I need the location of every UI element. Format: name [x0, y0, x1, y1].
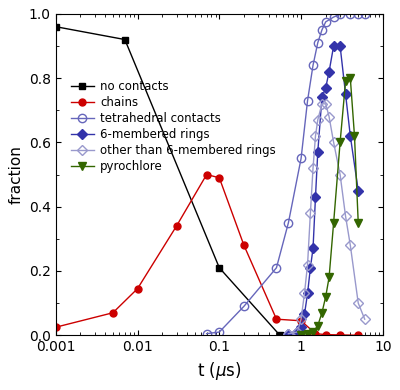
pyrochlore [338, 140, 342, 145]
other than 6-membered rings [311, 166, 316, 170]
Line: chains: chains [52, 171, 362, 339]
tetrahedral contacts [323, 20, 328, 24]
no contacts [278, 333, 282, 338]
other than 6-membered rings [305, 262, 310, 267]
other than 6-membered rings [299, 317, 304, 321]
other than 6-membered rings [313, 134, 318, 138]
chains [338, 333, 342, 337]
chains [274, 317, 279, 321]
6-membered rings [338, 44, 342, 48]
chains [204, 172, 209, 177]
chains [174, 223, 179, 228]
6-membered rings [320, 95, 324, 100]
pyrochlore [323, 294, 328, 299]
pyrochlore [343, 79, 348, 84]
other than 6-membered rings [315, 117, 320, 122]
Line: other than 6-membered rings: other than 6-membered rings [285, 100, 368, 337]
Line: no contacts: no contacts [52, 23, 283, 339]
pyrochlore [320, 310, 324, 315]
pyrochlore [331, 220, 336, 225]
other than 6-membered rings [343, 214, 348, 219]
tetrahedral contacts [299, 156, 304, 161]
tetrahedral contacts [362, 11, 367, 16]
pyrochlore [299, 332, 304, 337]
6-membered rings [305, 291, 310, 296]
no contacts [122, 37, 127, 42]
6-membered rings [302, 312, 307, 317]
6-membered rings [323, 85, 328, 90]
no contacts [53, 24, 58, 29]
chains [299, 319, 304, 323]
6-membered rings [315, 150, 320, 154]
Line: pyrochlore: pyrochlore [297, 74, 362, 339]
other than 6-membered rings [295, 330, 300, 334]
other than 6-membered rings [323, 101, 328, 106]
other than 6-membered rings [286, 331, 291, 336]
6-membered rings [311, 246, 316, 251]
other than 6-membered rings [362, 317, 367, 321]
6-membered rings [295, 330, 300, 334]
pyrochlore [356, 220, 361, 225]
6-membered rings [348, 134, 353, 138]
Line: tetrahedral contacts: tetrahedral contacts [202, 10, 369, 338]
tetrahedral contacts [305, 98, 310, 103]
chains [53, 325, 58, 330]
pyrochlore [311, 330, 316, 334]
tetrahedral contacts [204, 331, 209, 336]
chains [135, 286, 140, 291]
Legend: no contacts, chains, tetrahedral contacts, 6-membered rings, other than 6-member: no contacts, chains, tetrahedral contact… [68, 78, 278, 175]
chains [110, 310, 115, 315]
tetrahedral contacts [348, 11, 353, 16]
pyrochlore [315, 323, 320, 328]
tetrahedral contacts [356, 11, 361, 16]
other than 6-membered rings [320, 101, 324, 106]
other than 6-membered rings [356, 301, 361, 305]
tetrahedral contacts [311, 63, 316, 67]
tetrahedral contacts [286, 220, 291, 225]
pyrochlore [305, 331, 310, 336]
chains [323, 332, 328, 337]
6-membered rings [331, 44, 336, 48]
tetrahedral contacts [242, 304, 246, 308]
pyrochlore [327, 275, 332, 280]
tetrahedral contacts [320, 28, 324, 32]
6-membered rings [313, 195, 318, 199]
tetrahedral contacts [338, 12, 342, 17]
tetrahedral contacts [315, 41, 320, 45]
other than 6-membered rings [327, 114, 332, 119]
pyrochlore [348, 76, 353, 80]
other than 6-membered rings [302, 291, 307, 296]
chains [242, 243, 246, 248]
tetrahedral contacts [274, 266, 279, 270]
chains [313, 331, 318, 336]
tetrahedral contacts [217, 330, 222, 334]
other than 6-membered rings [338, 172, 342, 177]
tetrahedral contacts [331, 15, 336, 20]
X-axis label: t ($\mu$s): t ($\mu$s) [197, 360, 242, 382]
chains [356, 333, 361, 338]
Y-axis label: fraction: fraction [8, 145, 23, 204]
Line: 6-membered rings: 6-membered rings [285, 43, 362, 337]
6-membered rings [343, 92, 348, 97]
6-membered rings [308, 266, 313, 270]
6-membered rings [299, 325, 304, 330]
6-membered rings [286, 331, 291, 336]
other than 6-membered rings [331, 140, 336, 145]
no contacts [217, 266, 222, 270]
chains [217, 176, 222, 180]
other than 6-membered rings [348, 243, 353, 248]
other than 6-membered rings [308, 211, 313, 215]
6-membered rings [327, 69, 332, 74]
6-membered rings [356, 188, 361, 193]
pyrochlore [352, 134, 357, 138]
